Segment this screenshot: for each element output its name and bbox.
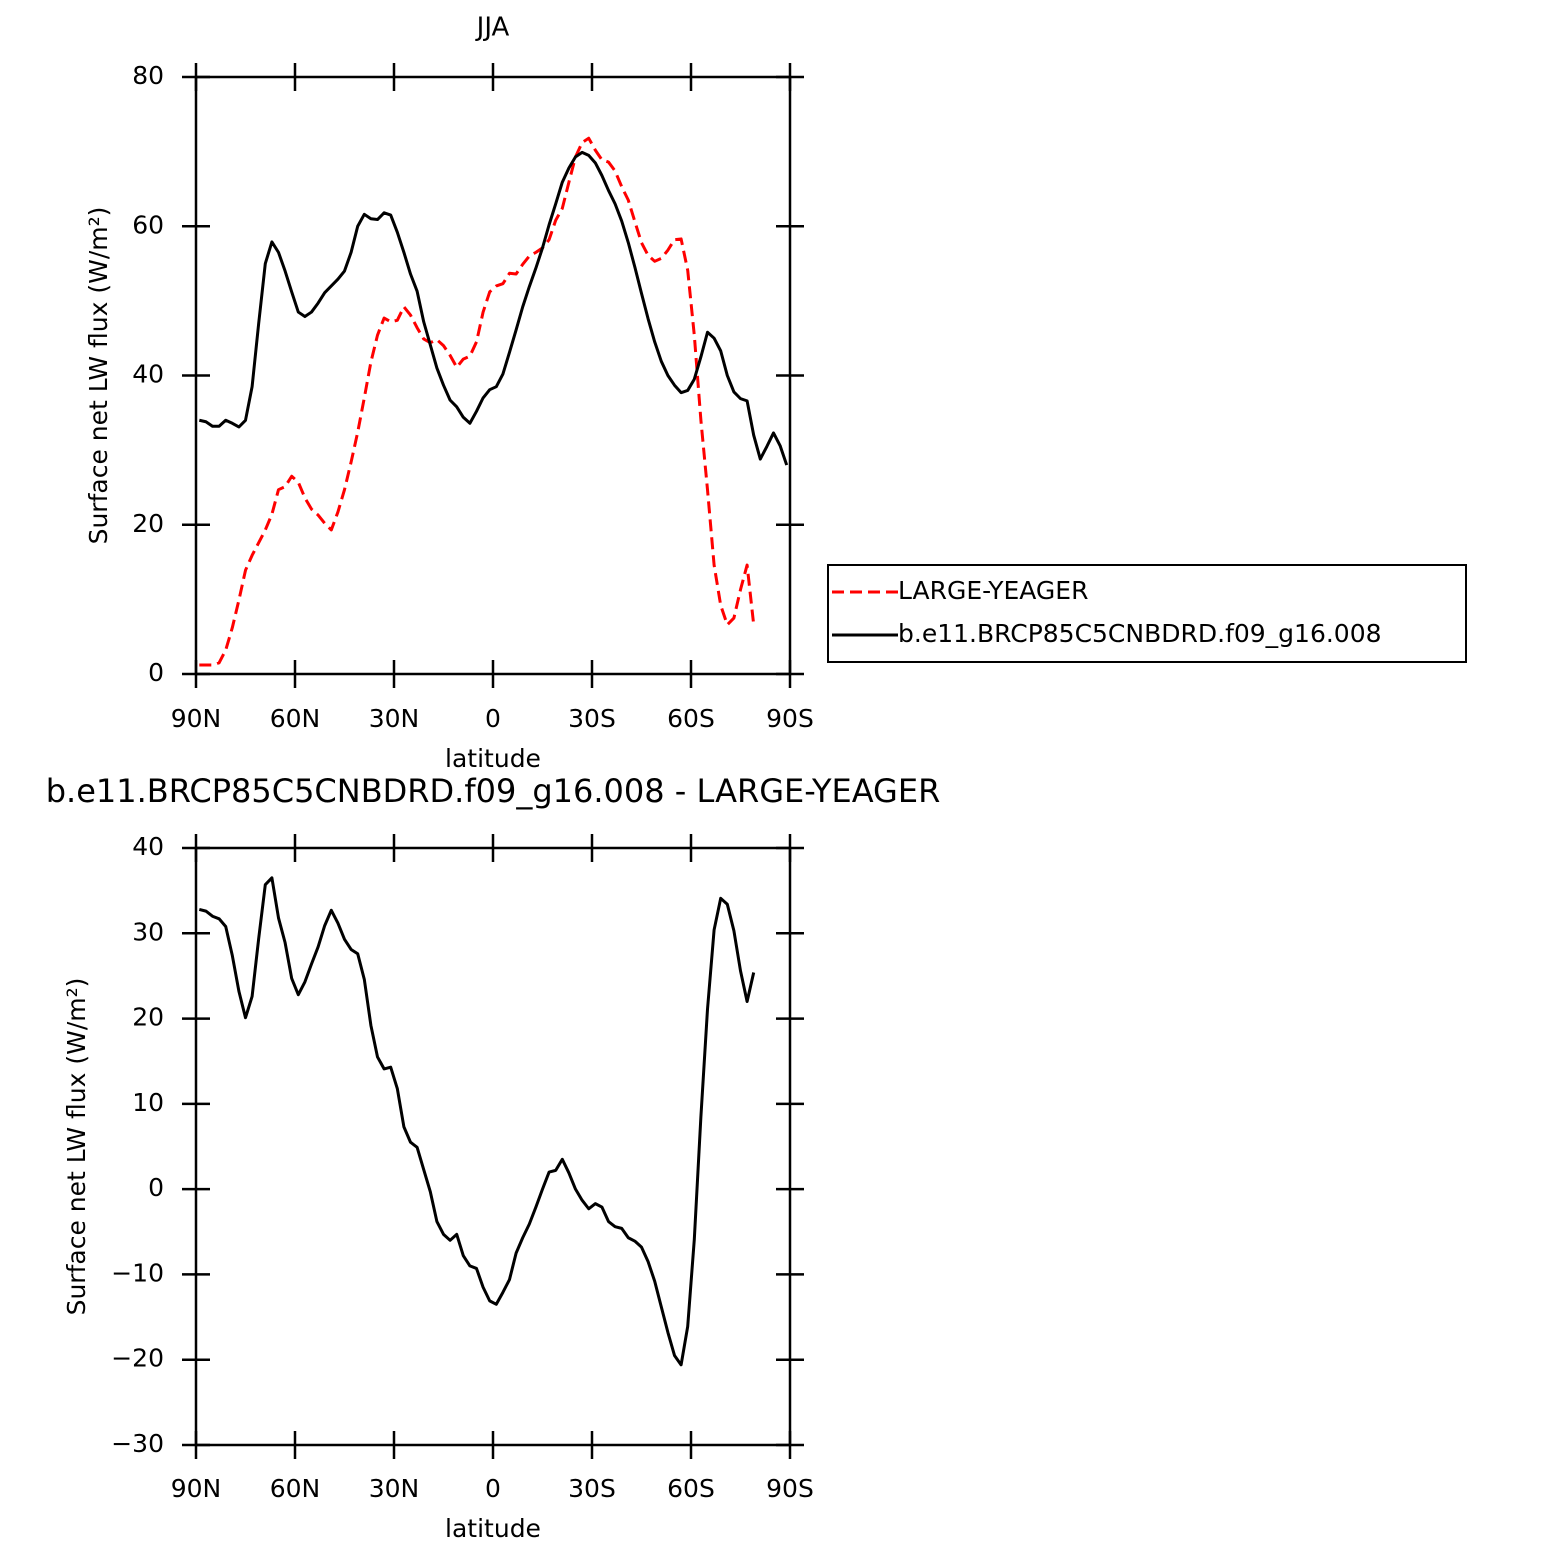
chart-title: b.e11.BRCP85C5CNBDRD.f09_g16.008 - LARGE… bbox=[46, 772, 941, 810]
y-tick-label: 10 bbox=[132, 1088, 164, 1117]
data-line bbox=[198, 876, 756, 1367]
data-line bbox=[199, 136, 756, 667]
y-tick-label: −10 bbox=[111, 1258, 164, 1287]
x-tick-label: 90N bbox=[171, 1474, 222, 1503]
x-tick-label: 60N bbox=[270, 704, 321, 733]
y-tick-label: 40 bbox=[132, 832, 164, 861]
y-tick-label: 60 bbox=[132, 210, 164, 239]
x-tick-label: 90S bbox=[766, 1474, 814, 1503]
x-tick-label: 30N bbox=[369, 704, 420, 733]
y-tick-label: 20 bbox=[132, 1003, 164, 1032]
x-tick-label: 30S bbox=[568, 1474, 616, 1503]
data-line bbox=[198, 150, 789, 466]
x-tick-label: 0 bbox=[485, 704, 501, 733]
y-tick-label: 40 bbox=[132, 360, 164, 389]
y-axis-label: Surface net LW flux (W/m²) bbox=[62, 978, 91, 1316]
panel: b.e11.BRCP85C5CNBDRD.f09_g16.008 - LARGE… bbox=[46, 772, 941, 1543]
plot-frame bbox=[194, 846, 792, 1447]
y-tick-label: −30 bbox=[111, 1429, 164, 1458]
x-tick-label: 0 bbox=[485, 1474, 501, 1503]
x-tick-label: 30N bbox=[369, 1474, 420, 1503]
x-axis-label: latitude bbox=[445, 1514, 541, 1543]
y-tick-label: 80 bbox=[132, 61, 164, 90]
y-axis-label: Surface net LW flux (W/m²) bbox=[84, 207, 113, 545]
x-tick-label: 60N bbox=[270, 1474, 321, 1503]
x-tick-label: 90S bbox=[766, 704, 814, 733]
y-tick-label: 20 bbox=[132, 509, 164, 538]
x-tick-label: 60S bbox=[667, 704, 715, 733]
y-tick-label: 0 bbox=[148, 658, 164, 687]
x-tick-label: 30S bbox=[568, 704, 616, 733]
legend-label: b.e11.BRCP85C5CNBDRD.f09_g16.008 bbox=[898, 619, 1382, 648]
panel: JJA latitude Surface net LW flux (W/m²) 90N… bbox=[84, 13, 814, 774]
x-axis-label: latitude bbox=[445, 744, 541, 773]
plot-frame bbox=[194, 75, 792, 676]
chart-title: JJA bbox=[475, 13, 510, 43]
y-tick-label: 0 bbox=[148, 1173, 164, 1202]
x-tick-label: 60S bbox=[667, 1474, 715, 1503]
y-tick-label: 30 bbox=[132, 917, 164, 946]
y-tick-label: −20 bbox=[111, 1344, 164, 1373]
legend-label: LARGE-YEAGER bbox=[898, 576, 1088, 605]
x-tick-label: 90N bbox=[171, 704, 222, 733]
legend-box bbox=[827, 564, 1467, 663]
